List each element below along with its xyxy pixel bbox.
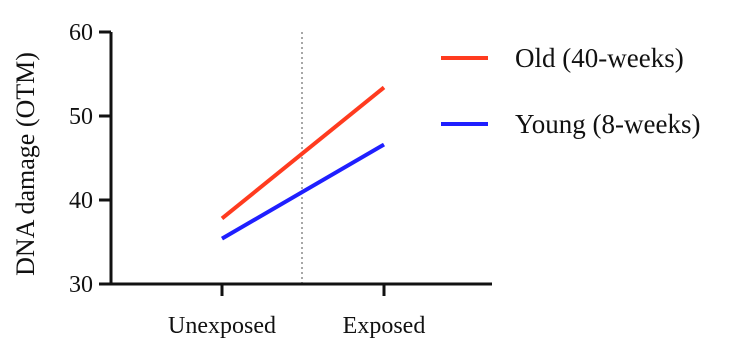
legend-label-old: Old (40-weeks) xyxy=(515,43,684,73)
x-tick-label: Unexposed xyxy=(168,313,276,339)
y-tick-label: 50 xyxy=(69,104,93,130)
y-tick-label: 60 xyxy=(69,20,93,46)
x-tick-label: Exposed xyxy=(343,313,426,339)
series-line-old xyxy=(220,85,386,221)
y-tick-label: 30 xyxy=(69,272,93,298)
legend: Old (40-weeks) Young (8-weeks) xyxy=(441,43,701,139)
series-line-young xyxy=(220,142,386,241)
y-tick-label: 40 xyxy=(69,188,93,214)
y-axis-title: DNA damage (OTM) xyxy=(11,52,40,276)
legend-label-young: Young (8-weeks) xyxy=(515,109,701,139)
axes: 30 40 50 60 Unexposed Exposed DNA damage (OTM) xyxy=(11,20,492,339)
series-layer xyxy=(220,85,386,241)
